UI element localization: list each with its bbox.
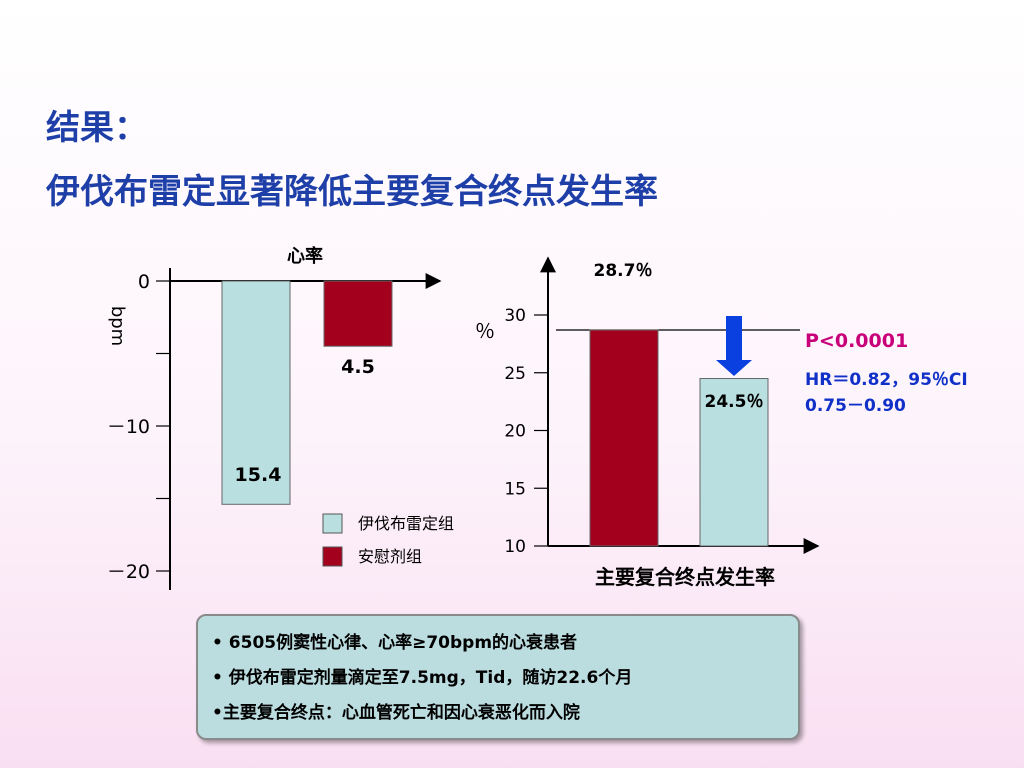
hr-y-tick-label: －10 xyxy=(107,416,150,438)
legend-swatch xyxy=(322,546,343,567)
hr-ci-line1: HR＝0.82，95％CI xyxy=(805,370,968,390)
p-value-text: P<0.0001 xyxy=(805,330,908,352)
hr-bar-placebo xyxy=(323,280,393,347)
ep-y-tick-label: 25 xyxy=(504,364,526,384)
hr-bar-label-placebo: 4.5 xyxy=(341,356,375,378)
ep-y-tick-label: 10 xyxy=(504,537,526,557)
ep-bar-label-placebo: 28.7％ xyxy=(594,261,653,281)
slide-title-line2: 伊伐布雷定显著降低主要复合终点发生率 xyxy=(46,172,658,212)
hr-ci-line2: 0.75－0.90 xyxy=(805,396,906,416)
ep-bar-label-ivabradine: 24.5％ xyxy=(705,392,764,412)
legend-swatch xyxy=(322,513,343,534)
hr-y-tick-label: －20 xyxy=(107,561,150,583)
ep-y-tick-label: 20 xyxy=(504,422,526,442)
ep-bar-placebo xyxy=(589,329,659,547)
note-line-2: • 伊伐布雷定剂量滴定至7.5mg，Tid，随访22.6个月 xyxy=(212,668,633,688)
legend-label: 伊伐布雷定组 xyxy=(358,514,454,533)
note-line-1: • 6505例窦性心律、心率≥70bpm的心衰患者 xyxy=(212,633,578,653)
hr-bar-label-ivabradine: 15.4 xyxy=(235,464,282,486)
ep-bar-ivabradine xyxy=(699,378,769,547)
slide-title-line1: 结果： xyxy=(46,108,148,148)
heart-rate-y-label: bpm xyxy=(107,306,128,346)
hr-y-tick-label: 0 xyxy=(138,271,150,293)
endpoint-x-label: 主要复合终点发生率 xyxy=(595,565,775,589)
endpoint-chart: ％ 10 15 20 25 30 28.7％ 24.5％ 主要复合终点发生率 P<0.00… xyxy=(475,256,968,589)
reduction-arrow-icon xyxy=(716,316,752,376)
note-line-3: •主要复合终点：心血管死亡和因心衰恶化而入院 xyxy=(212,703,580,723)
endpoint-y-label: ％ xyxy=(475,319,495,343)
hr-bar-ivabradine xyxy=(221,280,291,505)
heart-rate-chart-title: 心率 xyxy=(287,245,323,267)
ep-y-tick-label: 30 xyxy=(504,306,526,326)
legend-label: 安慰剂组 xyxy=(358,547,422,566)
study-notes-box: • 6505例窦性心律、心率≥70bpm的心衰患者 • 伊伐布雷定剂量滴定至7.… xyxy=(196,614,800,740)
ep-y-tick-label: 15 xyxy=(504,479,526,499)
